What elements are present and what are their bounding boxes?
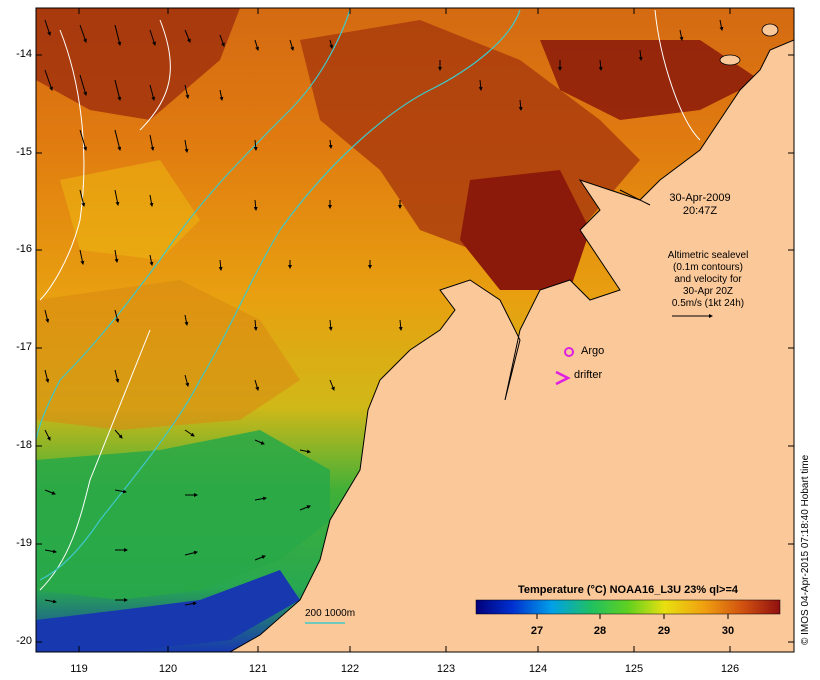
x-axis-label: 122: [340, 663, 360, 675]
datetime-time: 20:47Z: [682, 205, 718, 217]
altimetry-line: 0.5m/s (1kt 24h): [671, 298, 745, 309]
velocity-arrows: [44, 19, 724, 606]
bathymetry-contour: [39, 9, 521, 581]
colorbar-tick-label: 27: [530, 625, 544, 637]
axis-ticks: [36, 8, 794, 652]
x-axis-label: 126: [720, 663, 740, 675]
y-axis-label: -18: [16, 439, 32, 451]
colorbar-ticks: [536, 614, 729, 619]
colorbar-tick-label: 30: [721, 625, 735, 637]
sealevel-contour: [39, 329, 151, 591]
bathymetry-contour: [36, 9, 351, 441]
y-axis-label: -20: [16, 635, 32, 647]
drifter-label: drifter: [574, 369, 603, 381]
y-axis-label: -16: [16, 243, 32, 255]
x-axis-label: 119: [70, 663, 88, 675]
altimetry-line: (0.1m contours): [672, 262, 744, 273]
x-axis-label: 123: [436, 663, 456, 675]
x-axis-label: 125: [624, 663, 644, 675]
colorbar-tick-label: 28: [593, 625, 607, 637]
x-axis-label: 120: [158, 663, 178, 675]
altimetry-line: Altimetric sealevel: [667, 250, 749, 261]
yellow-patch: [60, 160, 200, 260]
sealevel-contour: [654, 9, 701, 141]
altimetry-legend: Altimetric sealevel (0.1m contours) and …: [648, 250, 768, 310]
argo-marker: [564, 347, 574, 357]
altimetry-line: 30-Apr 20Z: [682, 286, 734, 297]
warm-patch: [540, 40, 760, 120]
island: [719, 54, 741, 66]
colorbar: [475, 599, 781, 615]
x-axis-label: 121: [248, 663, 268, 675]
plot-frame: [35, 7, 795, 653]
cool-patch: [36, 430, 330, 600]
cold-patch: [36, 570, 300, 652]
y-axis-label: -17: [16, 341, 32, 353]
y-axis-label: -19: [16, 537, 32, 549]
bathymetry-legend-label: 200 1000m: [305, 608, 356, 619]
island: [761, 23, 779, 37]
warm-patch: [460, 170, 590, 290]
sealevel-contour: [139, 19, 171, 131]
datetime-label: 30-Apr-2009 20:47Z: [650, 192, 750, 218]
x-axis-label: 124: [528, 663, 548, 675]
datetime-pointer: [619, 189, 651, 206]
colorbar-tick-label: 29: [657, 625, 671, 637]
altimetry-line: and velocity for: [674, 274, 742, 285]
y-axis-label: -15: [16, 146, 32, 158]
y-axis-label: -14: [16, 48, 32, 60]
drifter-marker: [555, 370, 571, 386]
land-mass: [228, 8, 794, 652]
datetime-date: 30-Apr-2009: [669, 192, 731, 204]
colorbar-title: Temperature (°C) NOAA16_L3U 23% ql>=4: [518, 584, 738, 596]
argo-label: Argo: [581, 345, 605, 357]
credit-text: © IMOS 04-Apr-2015 07:18:40 Hobart time: [800, 454, 811, 645]
